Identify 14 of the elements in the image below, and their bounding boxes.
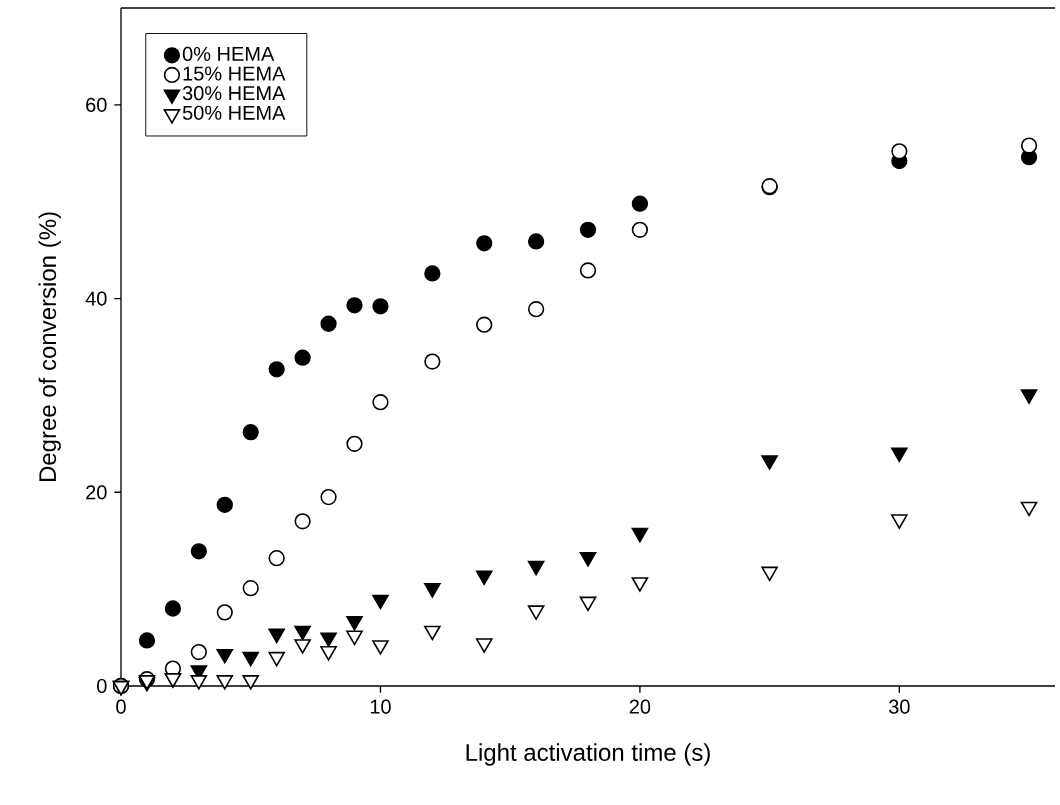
x-tick-label: 30 bbox=[888, 699, 910, 714]
y-axis-title: Degree of conversion (%) bbox=[38, 212, 61, 482]
y-tick-label: 20 bbox=[86, 485, 107, 500]
legend-label: 0% HEMA bbox=[182, 46, 275, 62]
legend-label: 15% HEMA bbox=[183, 66, 286, 81]
x-tick-label: 10 bbox=[370, 699, 391, 714]
legend-label: 30% HEMA bbox=[182, 86, 286, 101]
y-tick-label: 0 bbox=[97, 678, 107, 694]
x-tick-label: 0 bbox=[116, 699, 126, 714]
y-tick-label: 40 bbox=[85, 291, 107, 306]
y-tick-label: 60 bbox=[86, 97, 107, 112]
x-axis-title: Light activation time (s) bbox=[466, 743, 710, 766]
legend-label: 50% HEMA bbox=[182, 105, 286, 120]
x-tick-label: 20 bbox=[629, 699, 651, 714]
